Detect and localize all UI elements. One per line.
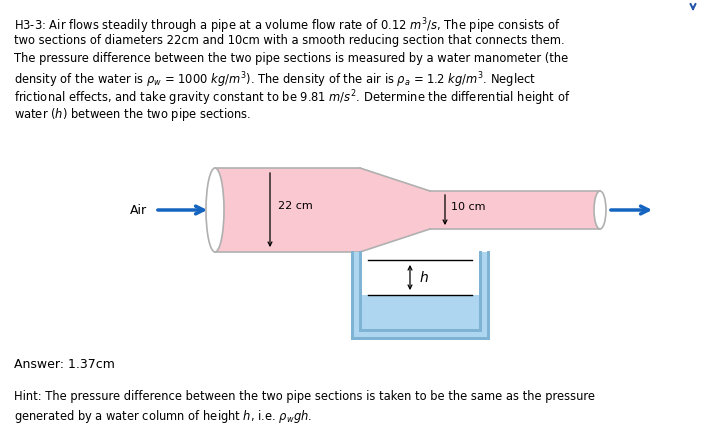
Bar bbox=[430, 191, 600, 229]
Text: two sections of diameters 22cm and 10cm with a smooth reducing section that conn: two sections of diameters 22cm and 10cm … bbox=[14, 34, 565, 47]
Text: H3-3: Air flows steadily through a pipe at a volume flow rate of 0.12 $m^3/s$, T: H3-3: Air flows steadily through a pipe … bbox=[14, 16, 560, 36]
Text: generated by a water column of height $h$, i.e. $\rho_w gh$.: generated by a water column of height $h… bbox=[14, 408, 312, 425]
Text: 10 cm: 10 cm bbox=[451, 202, 486, 212]
Text: h: h bbox=[420, 270, 429, 284]
Bar bbox=[360, 295, 480, 330]
Polygon shape bbox=[360, 168, 430, 252]
Text: Answer: 1.37cm: Answer: 1.37cm bbox=[14, 358, 115, 371]
Bar bbox=[480, 252, 488, 338]
Text: frictional effects, and take gravity constant to be 9.81 $m/s^2$. Determine the : frictional effects, and take gravity con… bbox=[14, 88, 571, 108]
Bar bbox=[215, 168, 360, 252]
Bar bbox=[360, 252, 480, 330]
Bar bbox=[352, 252, 360, 338]
Ellipse shape bbox=[206, 168, 224, 252]
Ellipse shape bbox=[594, 191, 606, 229]
Text: density of the water is $\rho_w$ = 1000 $kg/m^3$). The density of the air is $\r: density of the water is $\rho_w$ = 1000 … bbox=[14, 70, 536, 89]
Text: Hint: The pressure difference between the two pipe sections is taken to be the s: Hint: The pressure difference between th… bbox=[14, 390, 595, 403]
Bar bbox=[352, 330, 488, 338]
Text: water ($h$) between the two pipe sections.: water ($h$) between the two pipe section… bbox=[14, 106, 251, 123]
Text: Air: Air bbox=[130, 203, 147, 216]
Text: The pressure difference between the two pipe sections is measured by a water man: The pressure difference between the two … bbox=[14, 52, 568, 65]
Text: 22 cm: 22 cm bbox=[278, 201, 313, 211]
